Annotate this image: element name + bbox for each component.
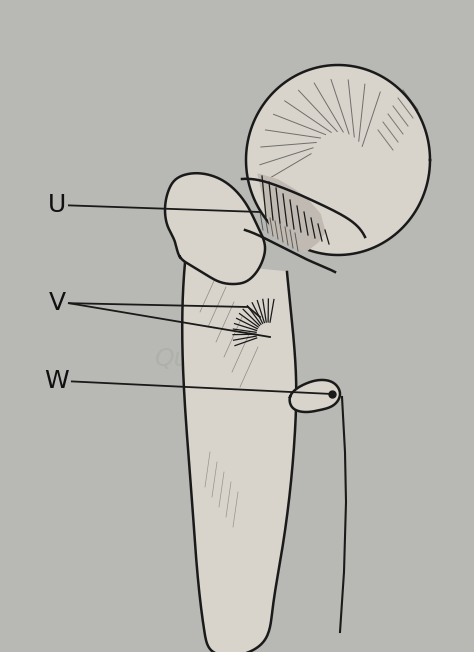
Polygon shape <box>258 174 325 252</box>
Text: V: V <box>48 291 65 315</box>
Text: W: W <box>45 370 69 393</box>
Polygon shape <box>182 262 296 652</box>
Text: Quizlet: Quizlet <box>155 347 243 370</box>
Text: U: U <box>48 194 66 217</box>
Polygon shape <box>165 173 265 284</box>
Polygon shape <box>246 65 430 255</box>
Polygon shape <box>290 380 340 412</box>
